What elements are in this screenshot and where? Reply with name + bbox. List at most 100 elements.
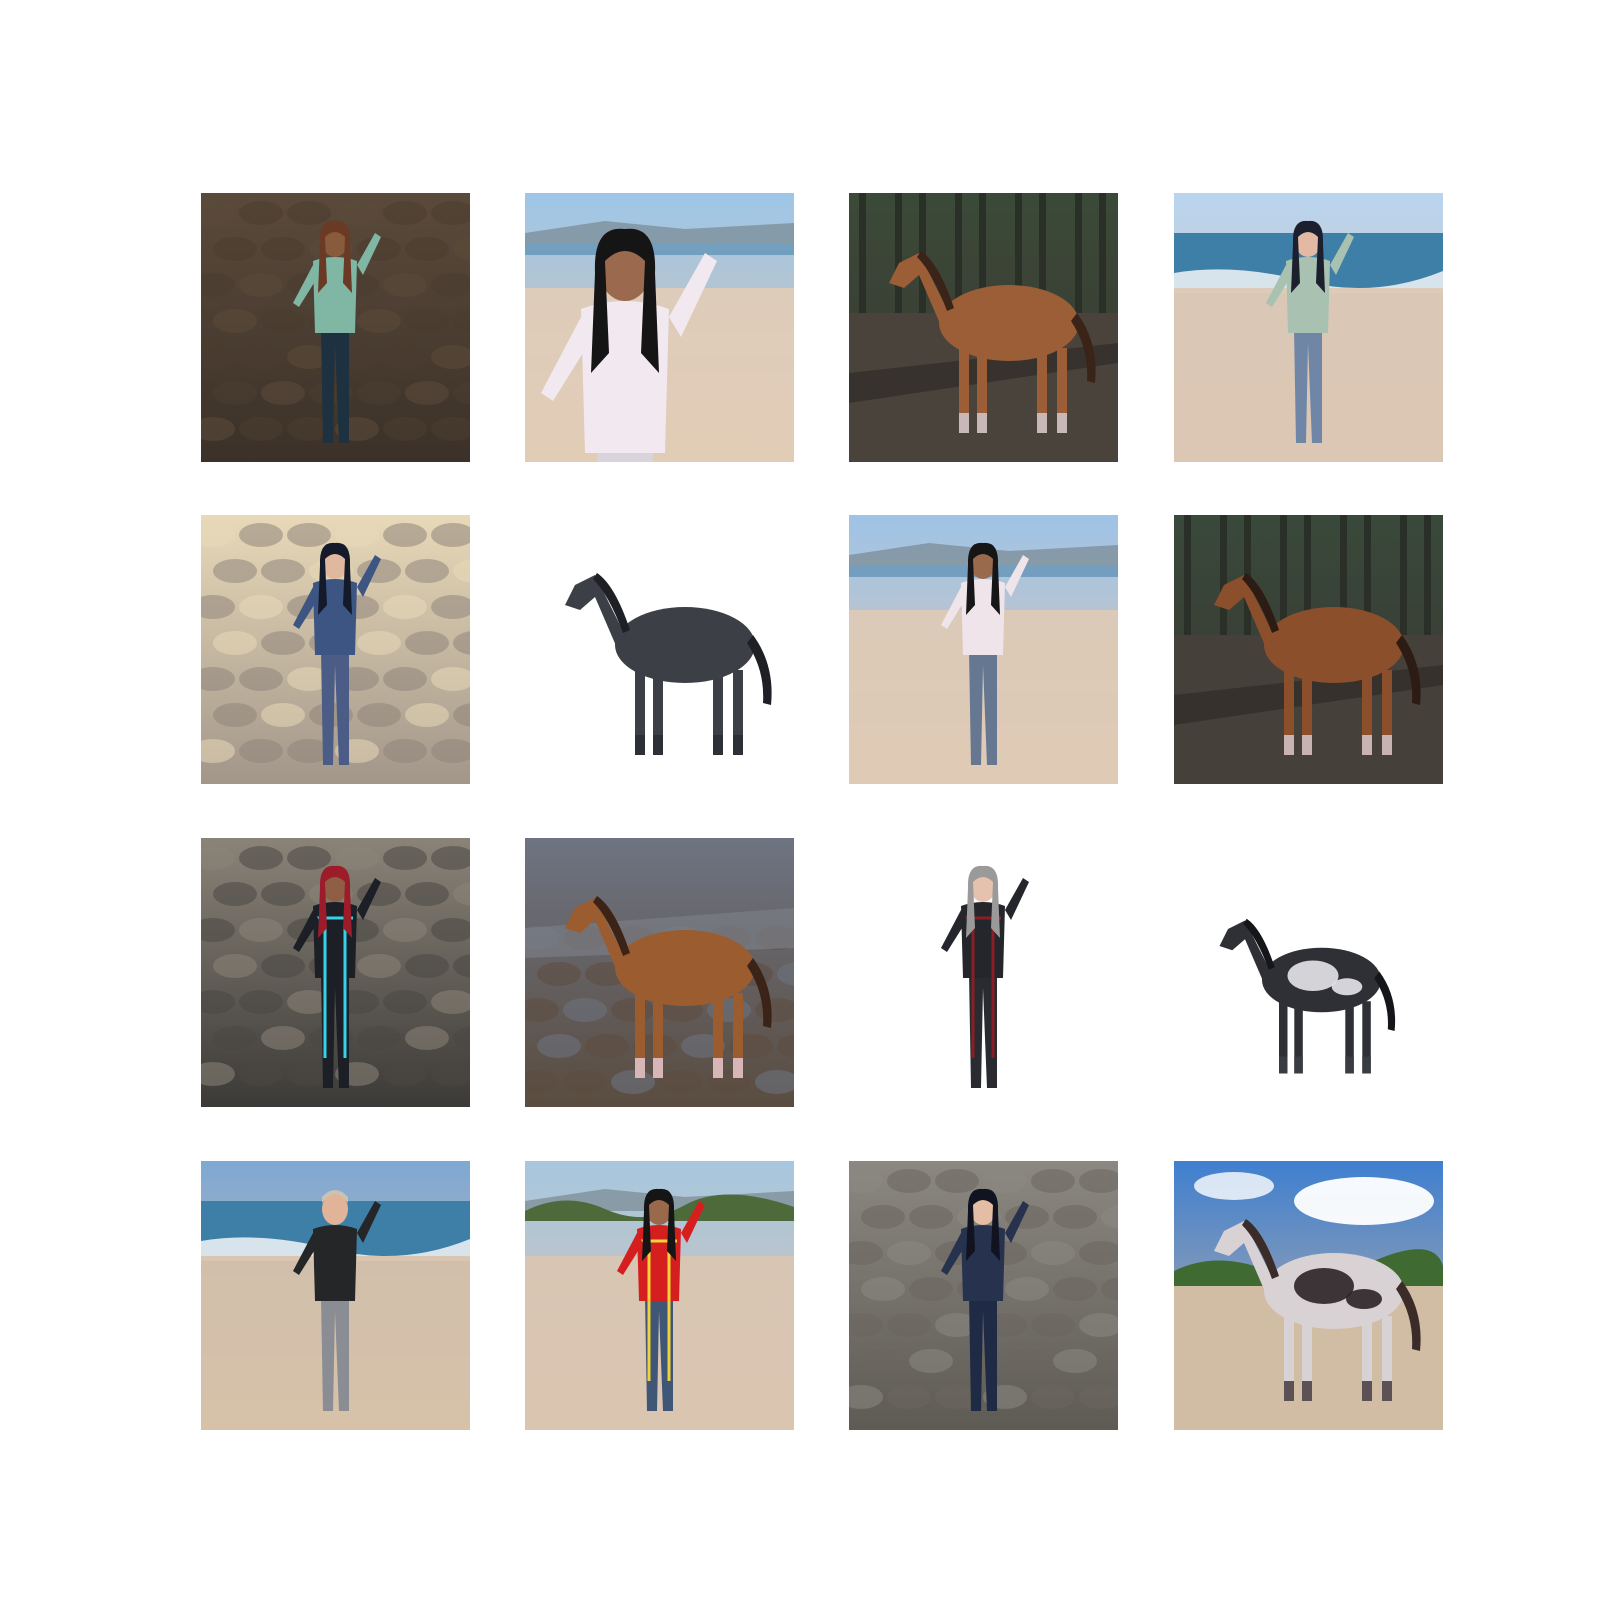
- rock: [201, 417, 235, 441]
- horse-leg-sock: [1382, 1381, 1392, 1401]
- rock: [777, 1034, 794, 1058]
- hair: [966, 865, 1000, 938]
- horse-render: [1174, 515, 1443, 784]
- tree-trunk: [1099, 193, 1106, 333]
- right-arm: [357, 878, 381, 920]
- woman-render: [1174, 193, 1443, 462]
- rock: [383, 523, 427, 547]
- horse-leg-sock: [653, 735, 663, 755]
- man-figure: [293, 1190, 381, 1411]
- rock: [537, 1034, 581, 1058]
- horse-leg: [959, 348, 969, 433]
- woman-figure: [293, 220, 381, 443]
- rock: [887, 1169, 931, 1193]
- right-arm: [357, 555, 381, 597]
- horse-figure: [1214, 1219, 1421, 1401]
- mane: [917, 251, 954, 311]
- tree-trunk: [895, 193, 902, 333]
- mountains: [525, 221, 794, 243]
- rock: [357, 381, 401, 405]
- hair: [642, 1188, 676, 1261]
- rock: [405, 1026, 449, 1050]
- woman-render: [201, 838, 470, 1107]
- horse-leg-sock: [1302, 735, 1312, 755]
- surf: [201, 1237, 470, 1261]
- tree-trunk: [1280, 515, 1287, 655]
- hair: [966, 1188, 1000, 1261]
- left-arm: [1266, 265, 1292, 307]
- rock: [239, 273, 283, 297]
- rock: [201, 667, 235, 691]
- hair: [966, 542, 1000, 615]
- rock: [201, 739, 235, 763]
- legs: [321, 1296, 349, 1411]
- woman-figure: [941, 1188, 1029, 1411]
- rock: [431, 201, 470, 225]
- image-tile-r4c4: [1174, 1161, 1443, 1430]
- tail: [1396, 1281, 1421, 1351]
- rock: [335, 846, 379, 870]
- image-tile-r3c2: [525, 838, 794, 1107]
- horse-leg: [1037, 348, 1047, 433]
- horse-neck-head: [565, 575, 625, 655]
- rock: [213, 309, 257, 333]
- horse-leg-sock: [635, 735, 645, 755]
- rock: [261, 631, 305, 655]
- rock: [849, 1385, 883, 1409]
- man-render: [201, 1161, 470, 1430]
- rock: [383, 990, 427, 1014]
- right-arm: [357, 1201, 381, 1243]
- rock: [213, 381, 257, 405]
- rock: [1031, 1313, 1075, 1337]
- woman-figure: [541, 228, 717, 462]
- horse-leg: [1302, 1316, 1312, 1401]
- horse-leg-sock: [733, 735, 743, 755]
- rock: [261, 703, 305, 727]
- rock: [201, 523, 235, 547]
- rock: [1031, 1241, 1075, 1265]
- horse-leg-sock: [1345, 1056, 1354, 1074]
- tree-trunk: [1304, 515, 1311, 655]
- rock: [453, 631, 470, 655]
- rock: [431, 918, 470, 942]
- mane: [1242, 573, 1279, 633]
- horse-figure: [889, 251, 1096, 433]
- rock: [431, 417, 470, 441]
- rock: [453, 882, 470, 906]
- woman-render: [849, 838, 1118, 1107]
- rock: [287, 417, 331, 441]
- horse-leg-sock: [1284, 1381, 1294, 1401]
- rock: [287, 846, 331, 870]
- rock: [431, 595, 470, 619]
- tree-trunk: [859, 193, 866, 333]
- rock: [213, 882, 257, 906]
- woman-figure: [941, 865, 1029, 1088]
- rock: [453, 559, 470, 583]
- rock: [405, 237, 449, 261]
- coat-patch: [1346, 1289, 1382, 1309]
- rock: [239, 739, 283, 763]
- left-arm: [617, 1233, 643, 1275]
- rock: [585, 1034, 629, 1058]
- rock: [213, 703, 257, 727]
- rock: [453, 954, 470, 978]
- rock: [383, 1062, 427, 1086]
- horse-render: [525, 838, 794, 1107]
- rock: [213, 954, 257, 978]
- right-arm: [669, 253, 717, 337]
- horse-leg-sock: [1362, 735, 1372, 755]
- legs: [321, 650, 349, 765]
- horse-leg: [1345, 1001, 1354, 1074]
- right-arm: [357, 233, 381, 275]
- rock: [909, 1205, 953, 1229]
- rock: [1053, 1277, 1097, 1301]
- horse-figure: [565, 573, 772, 755]
- rock: [405, 381, 449, 405]
- left-arm: [941, 910, 967, 952]
- rock: [453, 237, 470, 261]
- tree-trunk: [1340, 515, 1347, 655]
- horse-figure: [1219, 918, 1396, 1074]
- rock: [453, 309, 470, 333]
- hair: [1291, 220, 1325, 293]
